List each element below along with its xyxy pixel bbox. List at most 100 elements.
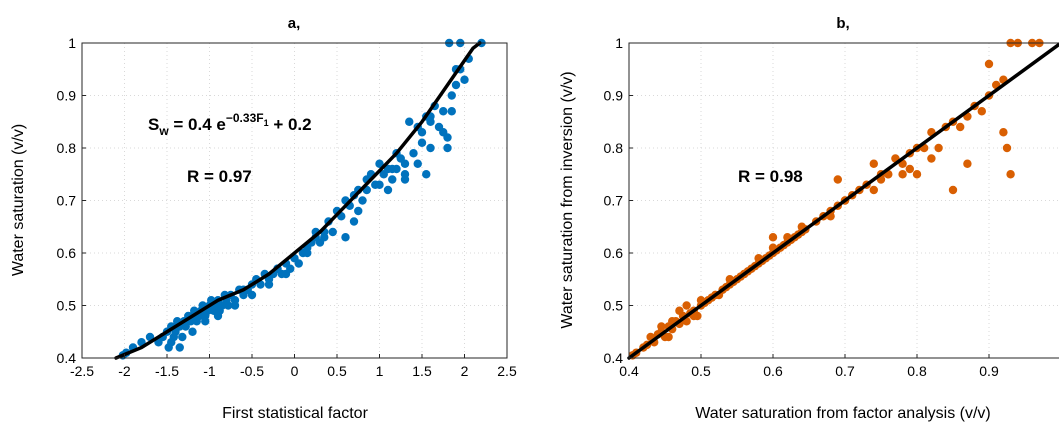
y-tick-label: 1 — [615, 35, 623, 51]
data-point — [224, 301, 233, 310]
data-point — [247, 290, 257, 300]
x-tick-label: 0.6 — [763, 363, 783, 379]
data-point — [213, 311, 223, 321]
data-point — [409, 149, 418, 158]
data-point — [460, 75, 469, 84]
x-tick-label: 0.5 — [691, 363, 711, 379]
data-point — [948, 185, 958, 195]
data-point — [388, 175, 397, 184]
data-point — [383, 185, 393, 195]
data-point — [657, 322, 666, 331]
data-point — [303, 248, 312, 258]
panel-a-fit-curve — [114, 41, 482, 360]
data-point — [400, 159, 410, 168]
panel-a-y-axis-label: Water saturation (v/v) — [10, 124, 27, 276]
y-tick-label: 0.9 — [604, 88, 624, 104]
data-point — [175, 343, 184, 352]
y-tick-label: 0.5 — [604, 298, 624, 314]
data-point — [181, 322, 190, 331]
equation-exp-sub: 1 — [264, 118, 269, 128]
data-point — [349, 217, 359, 226]
data-point — [675, 306, 684, 315]
panel-a-correlation: R = 0.97 — [187, 167, 252, 186]
panel-b-y-ticks: 0.4 0.5 0.6 0.7 0.8 0.9 1 — [604, 35, 633, 366]
data-point — [439, 128, 448, 137]
data-point — [341, 233, 350, 242]
y-tick-label: 0.8 — [57, 140, 77, 156]
panel-a-x-ticks: -2.5 -2 -1.5 -1 -0.5 0 0.5 1 1.5 2 2.5 — [70, 354, 517, 379]
data-point — [664, 332, 673, 342]
y-tick-label: 0.4 — [604, 350, 624, 366]
panel-a-y-ticks: 0.4 0.5 0.6 0.7 0.8 0.9 1 — [57, 35, 86, 366]
y-tick-label: 1 — [68, 35, 76, 51]
data-point — [413, 159, 422, 168]
data-point — [682, 301, 691, 310]
data-point — [443, 143, 452, 153]
data-point — [447, 107, 456, 116]
data-point — [178, 332, 187, 342]
data-point — [912, 170, 922, 179]
data-point — [963, 159, 972, 168]
data-point — [768, 233, 778, 242]
data-point — [320, 233, 329, 242]
panel-a: a, -2.5 -2 -1.5 -1 -0.5 0 0.5 1 1.5 2 2.5 0.40.50.… — [10, 15, 517, 422]
equation-exp: −0.33F — [226, 111, 264, 125]
data-point — [201, 317, 210, 326]
x-tick-label: -2.5 — [70, 363, 94, 379]
panel-b-x-ticks: 0.4 0.5 0.6 0.7 0.8 0.9 — [619, 354, 999, 379]
x-tick-label: 2.5 — [497, 363, 517, 379]
y-tick-label: 0.4 — [57, 350, 77, 366]
panel-a-grid — [82, 43, 507, 358]
x-tick-label: 0.4 — [619, 363, 639, 379]
data-point — [869, 185, 878, 195]
data-point — [230, 301, 240, 310]
y-tick-label: 0.9 — [57, 88, 77, 104]
data-point — [400, 175, 410, 184]
data-point — [294, 259, 303, 268]
x-tick-label: 0 — [291, 363, 299, 379]
equation-mid: = 0.4 e — [169, 115, 226, 134]
x-tick-label: -2 — [118, 363, 131, 379]
x-tick-label: 1 — [376, 363, 384, 379]
data-point — [1002, 143, 1012, 153]
y-tick-label: 0.7 — [604, 193, 624, 209]
data-point — [417, 138, 427, 147]
data-point — [358, 196, 367, 205]
data-point — [999, 128, 1008, 137]
x-tick-label: 0.7 — [835, 363, 855, 379]
data-point — [984, 59, 994, 69]
data-point — [167, 338, 176, 347]
data-point — [977, 107, 986, 116]
panel-a-points — [118, 38, 486, 360]
data-point — [927, 154, 936, 163]
panel-b: b, 0.4 0.5 0.6 0.7 0.8 0.9 0.4 0.5 0.6 0.7 0.8 0.9… — [559, 15, 1059, 422]
y-tick-label: 0.6 — [604, 245, 624, 261]
data-point — [905, 164, 914, 174]
data-point — [328, 227, 337, 237]
data-point — [281, 269, 291, 279]
y-tick-label: 0.7 — [57, 193, 77, 209]
equation-lhs: S — [148, 115, 159, 134]
data-point — [869, 159, 878, 168]
x-tick-label: -1 — [203, 363, 216, 379]
panel-b-y-axis-label: Water saturation from inversion (v/v) — [559, 71, 576, 328]
y-tick-label: 0.6 — [57, 245, 77, 261]
panel-b-x-axis-label: Water saturation from factor analysis (v… — [695, 405, 991, 422]
x-tick-label: 0.5 — [327, 363, 347, 379]
data-point — [934, 143, 943, 153]
y-tick-label: 0.5 — [57, 298, 77, 314]
data-point — [956, 122, 965, 132]
x-tick-label: 0.9 — [979, 363, 999, 379]
data-point — [417, 128, 427, 137]
x-tick-label: 1.5 — [412, 363, 432, 379]
x-tick-label: -0.5 — [240, 363, 264, 379]
data-point — [405, 117, 414, 126]
data-point — [375, 159, 384, 168]
data-point — [188, 327, 197, 336]
data-point — [833, 175, 842, 184]
panel-b-fit-line — [627, 42, 1059, 360]
data-point — [447, 91, 456, 100]
x-tick-label: 2 — [461, 363, 469, 379]
panel-a-equation: Sw = 0.4 e−0.33F1 + 0.2 — [148, 111, 312, 138]
